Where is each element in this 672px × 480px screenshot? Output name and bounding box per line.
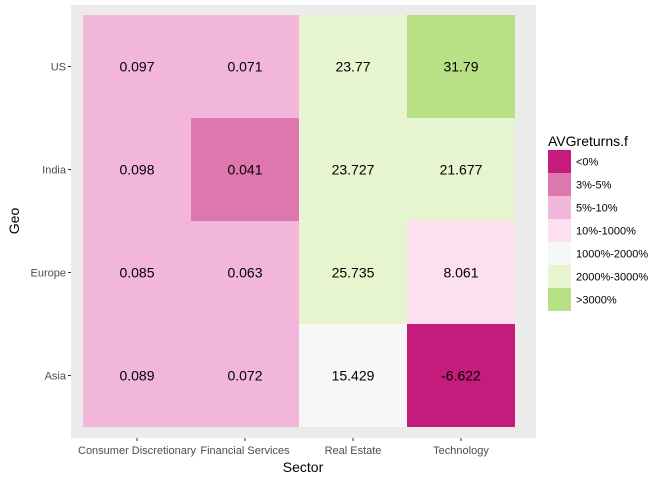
heatmap-cells [83, 15, 515, 427]
y-tick-label: Asia [45, 371, 67, 383]
y-tick-label: India [42, 165, 67, 177]
cell-value-label: 15.429 [332, 368, 375, 384]
cell-value-label: 0.071 [227, 59, 262, 75]
legend: AVGreturns.f <0% 3%-5% 5%-10% 10%-1000% 1000… [548, 133, 648, 311]
legend-key [548, 219, 571, 242]
heatmap-cell [191, 324, 299, 427]
heatmap-cell [407, 15, 515, 118]
x-axis-title: Sector [283, 459, 324, 475]
heatmap-cell [83, 324, 191, 427]
cell-value-label: 23.727 [332, 162, 375, 178]
legend-label: 3%-5% [576, 180, 612, 192]
cell-value-label: 23.77 [335, 59, 370, 75]
heatmap-cell [83, 221, 191, 324]
legend-key [548, 265, 571, 288]
y-tick-label: US [51, 62, 66, 74]
cell-value-label: 25.735 [332, 265, 375, 281]
heatmap-cell [191, 118, 299, 221]
cell-value-label: 21.677 [440, 162, 483, 178]
legend-label: 5%-10% [576, 203, 618, 215]
heatmap-cell [83, 118, 191, 221]
cell-value-label: 0.085 [119, 265, 154, 281]
legend-label: >3000% [576, 295, 617, 307]
y-tick-label: Europe [31, 268, 66, 280]
legend-label: 2000%-3000% [576, 272, 648, 284]
heatmap-cell [407, 221, 515, 324]
heatmap-cell [299, 118, 407, 221]
y-axis: Asia Europe India US [31, 62, 71, 383]
heatmap-cell [191, 15, 299, 118]
x-tick-label: Real Estate [325, 445, 382, 457]
cell-value-label: 0.072 [227, 368, 262, 384]
cell-value-label: -6.622 [441, 368, 481, 384]
legend-key [548, 196, 571, 219]
x-axis: Consumer Discretionary Financial Services… [78, 438, 489, 457]
cell-value-label: 0.041 [227, 162, 262, 178]
x-tick-label: Technology [433, 445, 489, 457]
cell-value-label: 31.79 [443, 59, 478, 75]
legend-key [548, 288, 571, 311]
legend-key [548, 242, 571, 265]
heatmap-cell [299, 324, 407, 427]
legend-label: 10%-1000% [576, 226, 636, 238]
heatmap-cell [299, 221, 407, 324]
heatmap-cell [407, 324, 515, 427]
cell-value-label: 0.063 [227, 265, 262, 281]
heatmap-cell [407, 118, 515, 221]
cell-value-label: 8.061 [443, 265, 478, 281]
x-tick-label: Consumer Discretionary [78, 445, 196, 457]
legend-label: 1000%-2000% [576, 249, 648, 261]
cell-labels: 0.097 0.071 23.77 31.79 0.098 0.041 23.727 21.6… [119, 59, 482, 384]
legend-key [548, 150, 571, 173]
cell-value-label: 0.089 [119, 368, 154, 384]
legend-title: AVGreturns.f [548, 133, 628, 149]
heatmap-cell [191, 221, 299, 324]
legend-key [548, 173, 571, 196]
cell-value-label: 0.098 [119, 162, 154, 178]
x-tick-label: Financial Services [200, 445, 290, 457]
heatmap-cell [299, 15, 407, 118]
cell-value-label: 0.097 [119, 59, 154, 75]
y-axis-title: Geo [6, 208, 22, 235]
legend-label: <0% [576, 157, 599, 169]
heatmap-cell [83, 15, 191, 118]
